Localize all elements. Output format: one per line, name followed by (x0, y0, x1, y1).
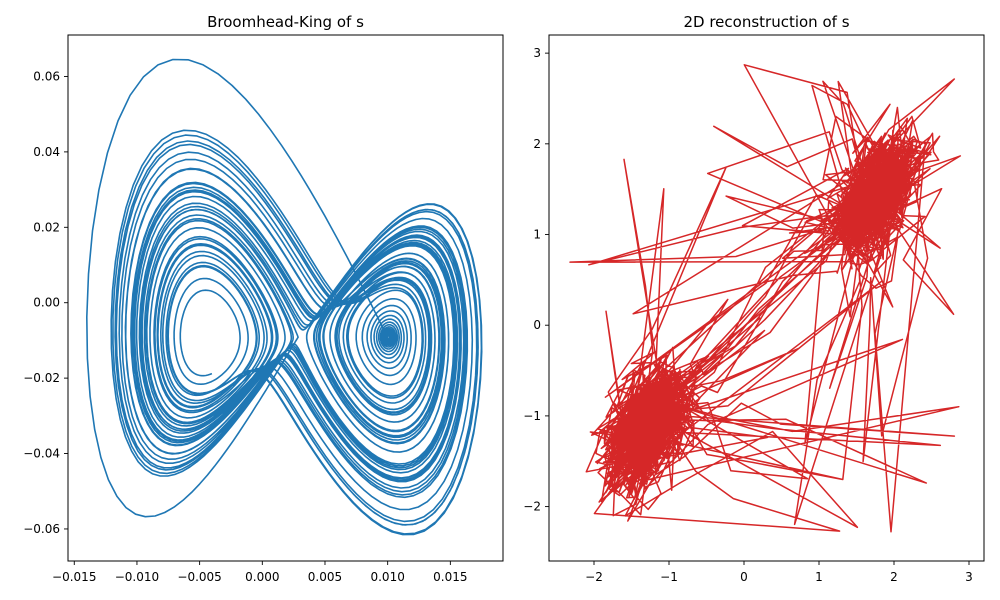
left-x-axis: −0.015 −0.010 −0.005 0.000 0.005 0.010 0.015 (52, 561, 468, 584)
x-tick-label: 0.005 (308, 570, 342, 584)
y-tick-label: 3 (533, 46, 541, 60)
x-tick-label: −0.005 (177, 570, 221, 584)
left-axes-frame (67, 34, 504, 562)
right-x-axis: −2 −1 0 1 2 3 (585, 561, 973, 584)
y-tick-label: −0.06 (23, 522, 60, 536)
y-tick-label: 0 (533, 318, 541, 332)
y-tick-label: −0.04 (23, 447, 60, 461)
right-subplot: 2D reconstruction of s −2 −1 0 1 2 3 −2 −1 0 1 2 3 (523, 13, 985, 584)
x-tick-label: 0 (740, 570, 748, 584)
right-y-axis: −2 −1 0 1 2 3 (523, 46, 549, 514)
right-chart-title: 2D reconstruction of s (683, 13, 849, 31)
x-tick-label: 3 (965, 570, 973, 584)
y-tick-label: 2 (533, 137, 541, 151)
x-tick-label: −0.010 (115, 570, 159, 584)
right-axes-frame (548, 34, 985, 562)
y-tick-label: 0.00 (33, 296, 60, 310)
y-tick-label: −2 (523, 500, 541, 514)
x-tick-label: 0.000 (245, 570, 279, 584)
x-tick-label: −0.015 (52, 570, 96, 584)
x-tick-label: 2 (890, 570, 898, 584)
y-tick-label: −0.02 (23, 371, 60, 385)
y-tick-label: 0.02 (33, 220, 60, 234)
x-tick-label: 0.010 (370, 570, 404, 584)
x-tick-label: −2 (585, 570, 603, 584)
right-reconstruction-line (569, 64, 962, 533)
y-tick-label: 0.04 (33, 145, 60, 159)
left-subplot: Broomhead-King of s −0.015 −0.010 −0.005 0.… (23, 13, 504, 584)
left-y-axis: −0.06 −0.04 −0.02 0.00 0.02 0.04 0.06 (23, 69, 68, 536)
x-tick-label: 0.015 (433, 570, 467, 584)
y-tick-label: 1 (533, 228, 541, 242)
y-tick-label: 0.06 (33, 69, 60, 83)
x-tick-label: −1 (660, 570, 678, 584)
left-attractor-line (86, 58, 483, 536)
y-tick-label: −1 (523, 409, 541, 423)
x-tick-label: 1 (815, 570, 823, 584)
left-chart-title: Broomhead-King of s (207, 13, 364, 31)
